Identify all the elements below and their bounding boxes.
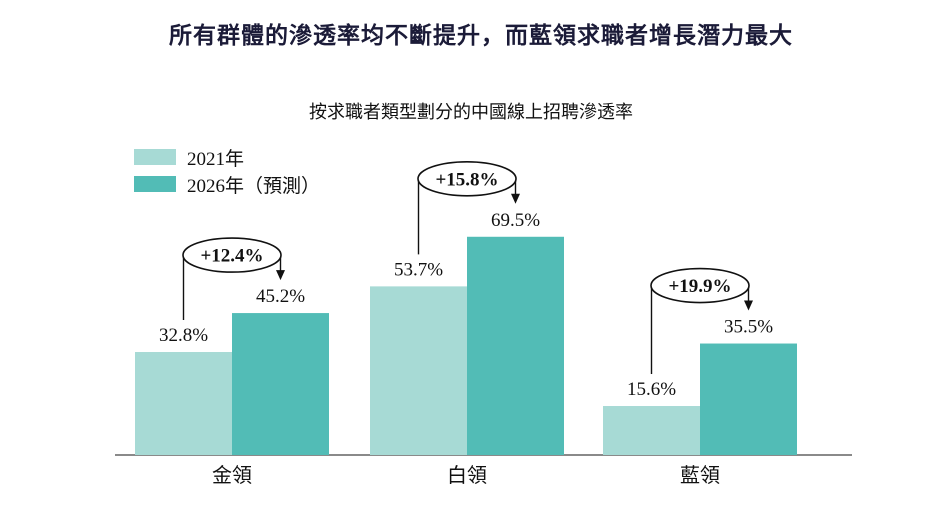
category-label-白領: 白領	[447, 464, 487, 487]
growth-arrowhead	[744, 300, 753, 311]
legend-item-2021: 2021年	[134, 147, 320, 170]
category-label-金領: 金領	[212, 464, 252, 487]
growth-label-藍領: +19.9%	[668, 276, 731, 297]
value-label-2021-白領: 53.7%	[394, 259, 443, 280]
bar-2026-金領	[232, 313, 329, 455]
growth-label-白領: +15.8%	[435, 169, 498, 190]
value-label-2021-藍領: 15.6%	[627, 379, 676, 400]
bar-2021-藍領	[603, 406, 700, 455]
growth-ellipse	[650, 267, 750, 304]
chart-legend: 2021年 2026年（預測）	[134, 147, 320, 201]
value-label-2026-白領: 69.5%	[491, 210, 540, 231]
bar-2021-白領	[370, 286, 467, 455]
legend-label-2026: 2026年（預測）	[187, 175, 321, 197]
growth-ellipse	[182, 237, 282, 273]
bar-2026-白領	[467, 236, 564, 455]
growth-arrowhead	[511, 193, 520, 204]
chart-subtitle: 按求職者類型劃分的中國線上招聘滲透率	[309, 102, 633, 122]
value-label-2026-金領: 45.2%	[256, 286, 305, 307]
legend-label-2021: 2021年	[187, 148, 245, 170]
legend-swatch-2021	[134, 149, 176, 165]
legend-swatch-2026	[134, 176, 176, 192]
growth-ellipse	[417, 160, 517, 197]
bar-2026-藍領	[700, 343, 797, 455]
value-label-2021-金領: 32.8%	[159, 325, 208, 346]
category-label-藍領: 藍領	[680, 464, 720, 487]
growth-label-金領: +12.4%	[200, 246, 263, 267]
bar-2021-金領	[135, 352, 232, 455]
value-label-2026-藍領: 35.5%	[724, 317, 773, 338]
legend-item-2026: 2026年（預測）	[134, 174, 320, 197]
growth-arrowhead	[276, 270, 285, 281]
chart-title: 所有群體的滲透率均不斷提升，而藍領求職者增長潛力最大	[169, 22, 793, 48]
